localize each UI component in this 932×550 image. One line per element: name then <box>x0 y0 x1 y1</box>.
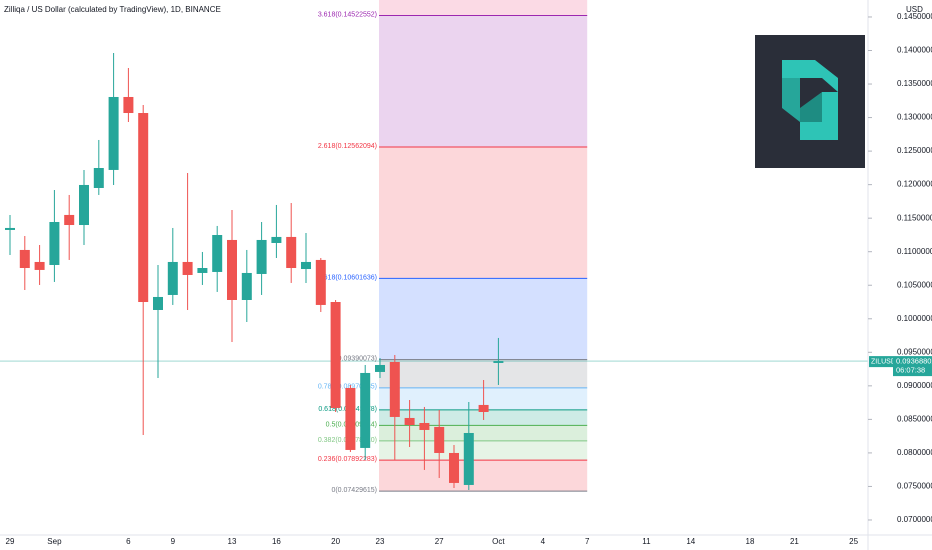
candle-body <box>227 239 237 300</box>
candle-body <box>241 272 252 300</box>
price-badge <box>893 356 932 377</box>
symbol-label: ZILUSD <box>871 358 896 365</box>
logo-shape <box>800 92 822 122</box>
x-tick-label: 21 <box>790 537 799 546</box>
candle-body <box>5 227 15 230</box>
x-tick-label: 4 <box>541 537 546 546</box>
candle-body <box>256 239 267 274</box>
candle-body <box>271 236 282 243</box>
candle-body <box>286 236 297 269</box>
countdown-label: 06:07:38 <box>896 366 925 375</box>
candle-body <box>463 432 474 485</box>
candle-body <box>197 268 208 273</box>
fib-zone <box>379 440 588 461</box>
y-tick-label: 0.09500000 <box>897 347 932 356</box>
candle-body <box>345 387 356 450</box>
fib-label: 1.618(0.10601636) <box>318 274 377 281</box>
x-tick-label: 16 <box>272 537 281 546</box>
candle-body <box>123 96 134 114</box>
candle-body <box>138 113 149 303</box>
fib-lines <box>0 14 868 492</box>
fib-zone <box>379 146 588 279</box>
y-tick-label: 0.14500000 <box>897 12 932 21</box>
y-tick-label: 0.10500000 <box>897 280 932 289</box>
y-tick-label: 0.11500000 <box>897 213 932 222</box>
x-tick-label: 14 <box>686 537 695 546</box>
candle-body <box>108 96 119 170</box>
x-tick-label: 9 <box>171 537 176 546</box>
candle-body <box>93 168 104 188</box>
candle-body <box>449 452 459 483</box>
candles <box>5 52 504 490</box>
candle-body <box>478 404 489 412</box>
y-tick-label: 0.12000000 <box>897 180 932 189</box>
x-tick-label: 18 <box>746 537 755 546</box>
candle-body <box>330 302 341 408</box>
fib-label: 2.618(0.12562094) <box>318 143 377 150</box>
fib-zone <box>379 15 588 147</box>
y-tick-label: 0.07000000 <box>897 515 932 524</box>
candle-body <box>64 214 75 226</box>
symbol-badge <box>869 356 893 368</box>
candle-body <box>360 372 371 448</box>
y-tick-label: 0.13500000 <box>897 79 932 88</box>
logo-shape <box>800 92 838 140</box>
x-tick-label: 27 <box>435 537 444 546</box>
fib-zone <box>379 460 588 492</box>
y-tick-label: 0.14000000 <box>897 46 932 55</box>
x-tick-label: Oct <box>492 537 505 546</box>
y-tick-label: 0.10000000 <box>897 314 932 323</box>
candle-body <box>19 249 30 269</box>
candle-body <box>212 235 223 272</box>
candle-body <box>167 261 178 295</box>
fib-label: 0(0.07429615) <box>331 487 377 494</box>
y-tick-label: 0.08500000 <box>897 414 932 423</box>
x-tick-label: 29 <box>6 537 15 546</box>
fib-zone <box>379 425 588 441</box>
fib-zone <box>379 0 588 16</box>
candle-body <box>493 361 504 363</box>
fib-label: 0.786(0.08970535) <box>318 384 377 391</box>
x-tick-label: 20 <box>331 537 340 546</box>
candle-body <box>315 259 326 305</box>
y-tick-label: 0.09000000 <box>897 381 932 390</box>
fib-label: 1(0.09390073) <box>331 356 377 363</box>
candle-body <box>434 426 445 453</box>
fib-label: 0.236(0.07892283) <box>318 456 377 463</box>
candle-body <box>182 261 193 275</box>
currency-label: USD <box>906 5 923 14</box>
candle-body <box>404 417 415 426</box>
candle-body <box>153 296 163 310</box>
logo <box>755 35 865 168</box>
chart-title: Zilliqa / US Dollar (calculated by Tradi… <box>4 5 221 14</box>
x-tick-label: 25 <box>849 537 858 546</box>
fib-label: 3.618(0.14522552) <box>318 11 377 18</box>
candle-body <box>375 364 385 372</box>
y-tick-label: 0.12500000 <box>897 146 932 155</box>
candle-body <box>419 422 430 430</box>
y-tick-label: 0.07500000 <box>897 482 932 491</box>
fib-zone <box>379 278 588 360</box>
logo-shape <box>782 60 838 92</box>
candle-body <box>389 361 400 417</box>
x-tick-label: 13 <box>228 537 237 546</box>
candle-body <box>34 261 45 270</box>
x-tick-label: 23 <box>376 537 385 546</box>
last-price-label: 0.09368802 <box>896 357 932 366</box>
y-tick-label: 0.13000000 <box>897 113 932 122</box>
x-tick-label: 6 <box>126 537 131 546</box>
logo-shape <box>782 78 800 122</box>
candle-body <box>301 261 311 270</box>
candle-body <box>49 221 60 265</box>
x-tick-label: 11 <box>642 537 651 546</box>
candle-body <box>79 184 89 226</box>
x-tick-label: 7 <box>585 537 590 546</box>
y-tick-label: 0.08000000 <box>897 448 932 457</box>
x-tick-label: Sep <box>47 537 62 546</box>
y-tick-label: 0.11000000 <box>897 247 932 256</box>
